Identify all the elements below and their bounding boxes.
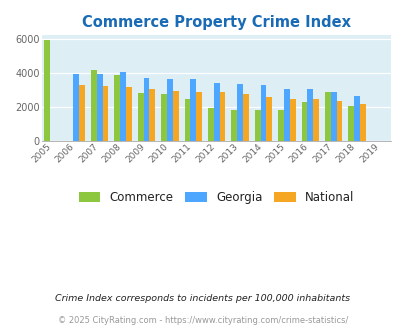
Bar <box>166 79 173 141</box>
Bar <box>137 93 143 141</box>
Bar <box>196 92 202 141</box>
Bar <box>126 87 132 141</box>
Bar <box>161 94 166 141</box>
Bar <box>243 94 248 141</box>
Bar <box>260 85 266 141</box>
Bar <box>231 110 237 141</box>
Bar <box>207 108 213 141</box>
Bar <box>102 86 108 141</box>
Bar <box>114 75 120 141</box>
Bar <box>120 72 126 141</box>
Bar <box>44 41 50 141</box>
Bar <box>301 102 307 141</box>
Bar <box>237 83 243 141</box>
Bar <box>213 83 219 141</box>
Bar <box>173 91 178 141</box>
Bar <box>190 79 196 141</box>
Bar <box>324 92 330 141</box>
Legend: Commerce, Georgia, National: Commerce, Georgia, National <box>74 186 358 209</box>
Bar <box>330 92 336 141</box>
Bar <box>289 99 295 141</box>
Bar <box>73 74 79 141</box>
Bar <box>336 101 341 141</box>
Bar <box>359 104 365 141</box>
Bar <box>219 92 225 141</box>
Bar <box>266 97 272 141</box>
Bar <box>149 89 155 141</box>
Bar <box>312 99 318 141</box>
Bar <box>353 96 359 141</box>
Bar <box>277 110 283 141</box>
Bar <box>96 74 102 141</box>
Text: © 2025 CityRating.com - https://www.cityrating.com/crime-statistics/: © 2025 CityRating.com - https://www.city… <box>58 316 347 325</box>
Bar <box>79 85 85 141</box>
Bar <box>347 106 353 141</box>
Title: Commerce Property Crime Index: Commerce Property Crime Index <box>82 15 350 30</box>
Bar <box>283 89 289 141</box>
Bar <box>184 99 190 141</box>
Bar <box>143 78 149 141</box>
Text: Crime Index corresponds to incidents per 100,000 inhabitants: Crime Index corresponds to incidents per… <box>55 294 350 303</box>
Bar <box>307 89 312 141</box>
Bar <box>91 70 96 141</box>
Bar <box>254 110 260 141</box>
